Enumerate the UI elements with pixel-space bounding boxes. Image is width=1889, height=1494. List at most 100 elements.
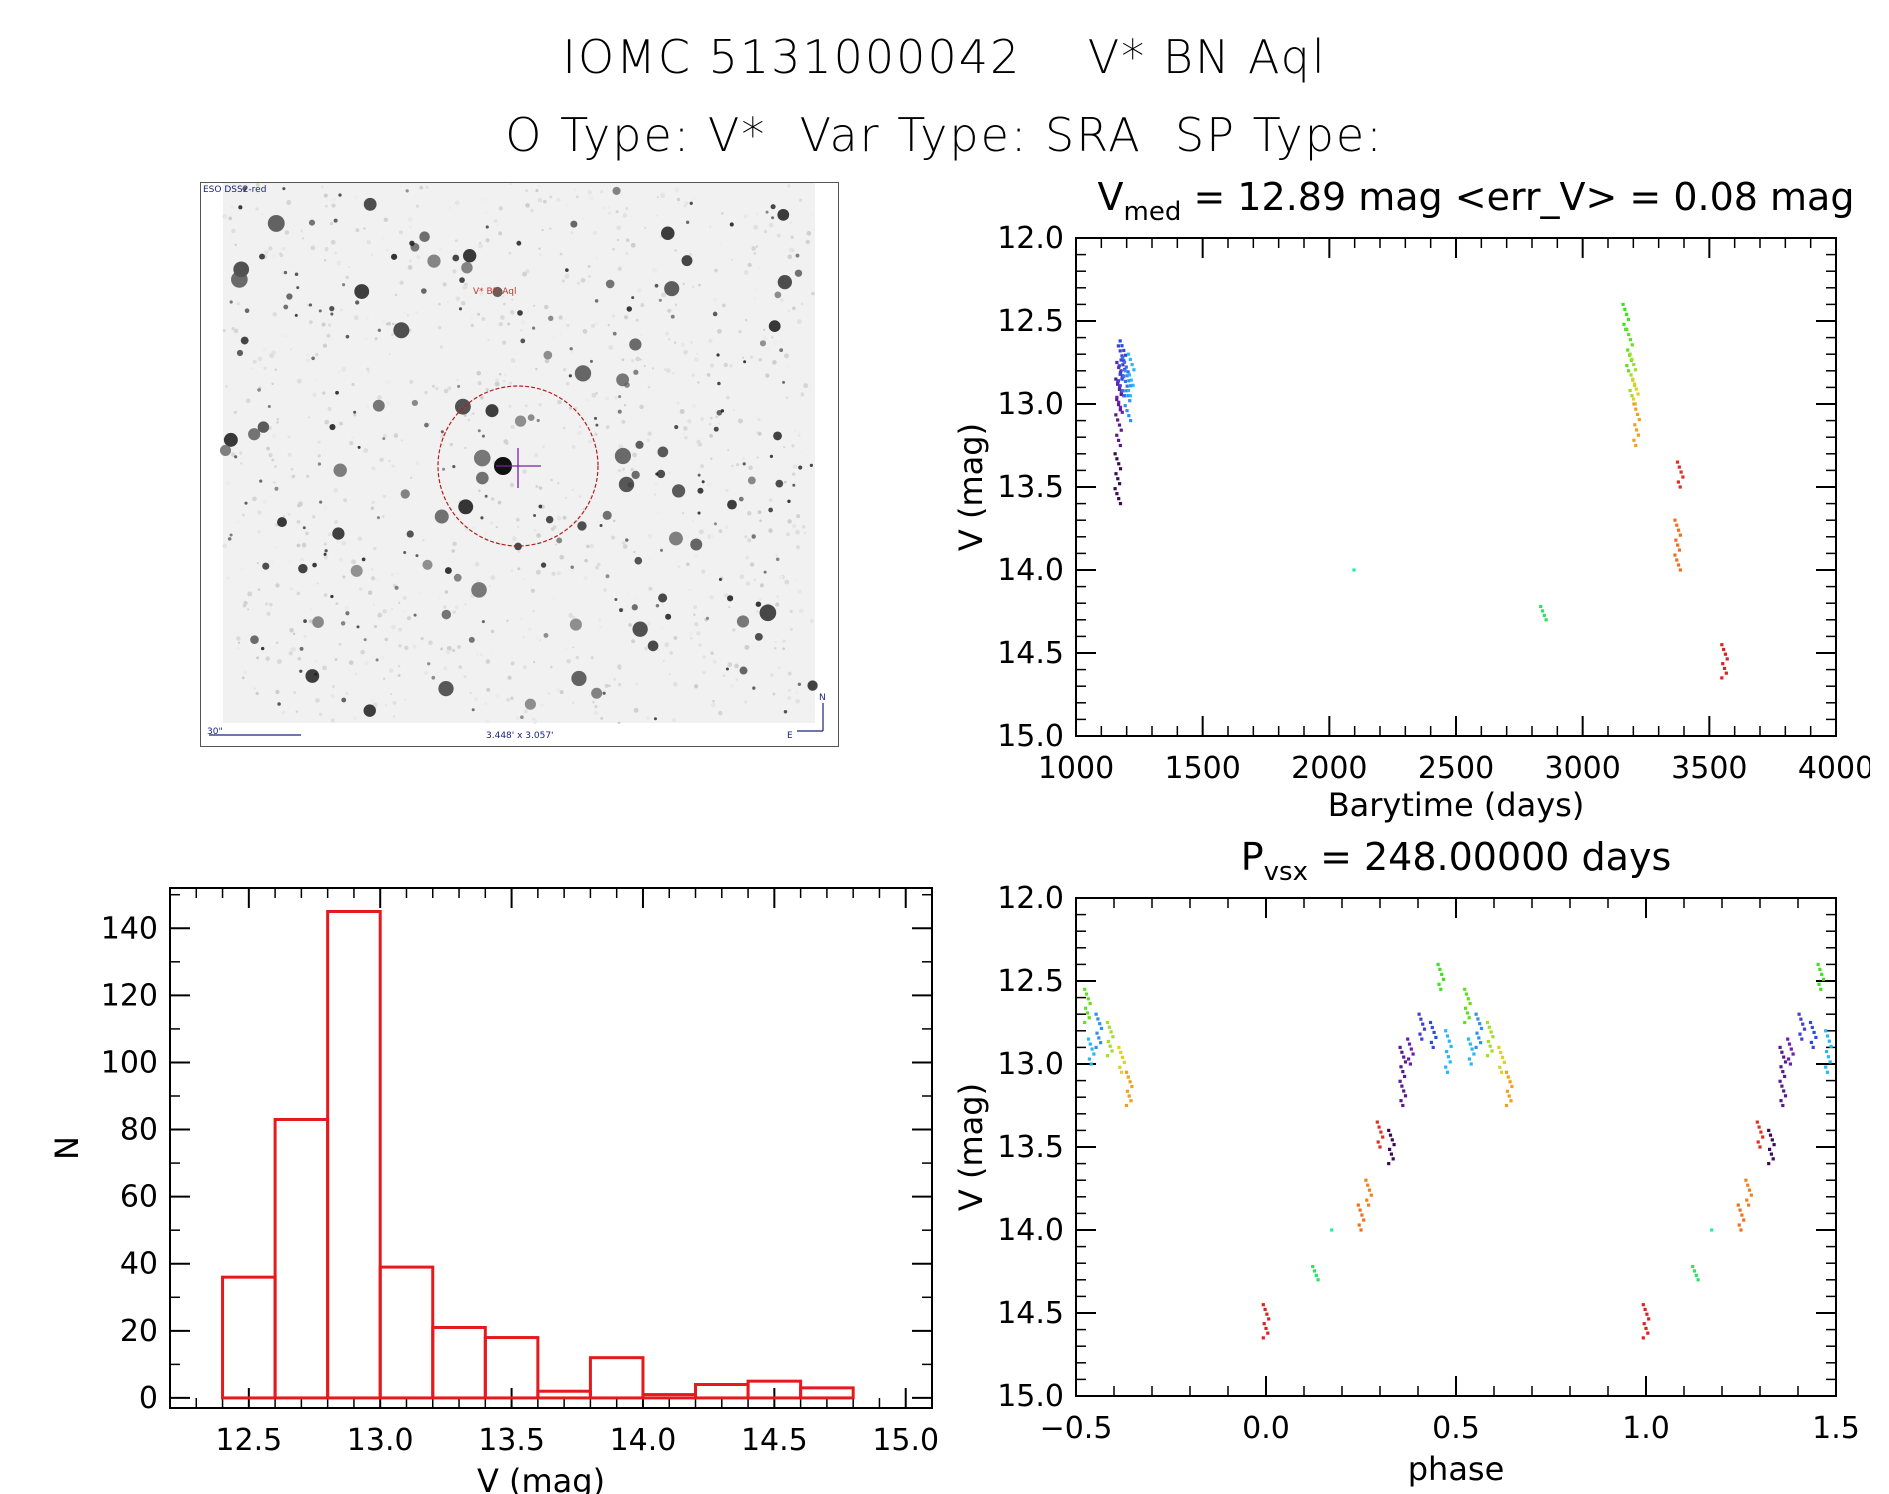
- ph-point-cluster: [1330, 1228, 1334, 1232]
- sky-noise: [643, 365, 646, 368]
- sky-noise: [425, 185, 429, 189]
- sky-noise: [292, 632, 296, 636]
- sky-noise: [671, 717, 677, 723]
- lc-point: [1675, 558, 1679, 562]
- sky-noise: [571, 701, 575, 705]
- sky-noise: [398, 644, 402, 648]
- sky-noise: [595, 257, 598, 260]
- sky-noise: [409, 225, 412, 229]
- lc-point: [1118, 408, 1122, 412]
- star: [471, 708, 475, 712]
- sky-noise: [668, 673, 671, 676]
- star: [697, 473, 701, 477]
- sky-noise: [407, 265, 413, 270]
- star: [617, 409, 622, 414]
- sky-noise: [475, 652, 480, 657]
- sky-noise: [498, 372, 502, 376]
- sky-noise: [556, 688, 561, 693]
- sky-noise: [635, 318, 639, 322]
- ph-point: [1098, 1022, 1102, 1026]
- star: [299, 646, 304, 651]
- sky-noise: [698, 283, 701, 287]
- sky-noise: [525, 189, 529, 193]
- sky-noise: [683, 204, 687, 208]
- sky-noise: [372, 546, 377, 551]
- star: [361, 557, 366, 562]
- lc-point-cluster: [1126, 352, 1136, 398]
- sky-noise: [443, 388, 449, 394]
- sky-noise: [245, 398, 251, 404]
- star: [717, 381, 721, 386]
- lc-point: [1124, 365, 1128, 369]
- lc-point: [1675, 523, 1679, 527]
- sky-noise: [464, 446, 467, 449]
- sky-noise: [787, 671, 792, 676]
- lc-point: [1626, 348, 1630, 352]
- sky-noise: [621, 419, 626, 424]
- star: [438, 680, 454, 697]
- sky-noise: [785, 532, 790, 537]
- ph-point: [1378, 1145, 1382, 1149]
- sky-noise: [617, 666, 622, 670]
- sky-noise: [538, 402, 542, 407]
- ph-point-cluster: [1356, 1203, 1366, 1232]
- sky-noise: [222, 543, 228, 549]
- sky-noise: [515, 715, 520, 721]
- sky-noise: [787, 309, 790, 312]
- sky-noise: [463, 675, 467, 679]
- sky-noise: [810, 211, 815, 216]
- star: [461, 262, 473, 274]
- sky-noise: [483, 532, 488, 536]
- sky-noise: [354, 672, 358, 676]
- ph-point: [1498, 1065, 1502, 1069]
- sky-noise: [443, 666, 448, 671]
- sky-noise: [771, 336, 774, 339]
- ph-point: [1644, 1326, 1648, 1331]
- sky-noise: [716, 329, 722, 334]
- sky-noise: [291, 647, 296, 652]
- sky-noise: [535, 569, 541, 575]
- sky-noise: [469, 413, 473, 416]
- ph-point: [1399, 1065, 1403, 1069]
- sky-noise: [559, 690, 564, 695]
- ph-point: [1434, 1035, 1438, 1040]
- sky-noise: [806, 231, 812, 236]
- sky-noise: [768, 528, 773, 533]
- ph-point: [1500, 1070, 1504, 1074]
- sky-noise: [272, 312, 277, 317]
- sky-noise: [337, 370, 341, 374]
- ph-point: [1406, 1037, 1410, 1041]
- sky-noise: [391, 624, 396, 630]
- star: [312, 562, 317, 568]
- sky-noise: [370, 698, 375, 704]
- sky-noise: [342, 575, 346, 579]
- sky-noise: [324, 419, 330, 425]
- ph-point: [1087, 1057, 1091, 1061]
- lc-point: [1126, 394, 1130, 398]
- sky-noise: [257, 190, 260, 194]
- sky-noise: [462, 284, 468, 290]
- sky-noise: [287, 452, 292, 457]
- sky-noise: [795, 545, 801, 550]
- ph-point: [1694, 1273, 1698, 1277]
- sky-noise: [621, 541, 626, 545]
- sky-noise: [228, 216, 233, 221]
- sky-noise: [508, 251, 512, 255]
- sky-noise: [234, 243, 237, 247]
- sky-noise: [758, 266, 761, 269]
- lc-point: [1676, 563, 1681, 567]
- sky-noise: [339, 308, 343, 312]
- sky-noise: [648, 557, 652, 561]
- star: [411, 399, 419, 407]
- ph-point-cluster: [1086, 1037, 1096, 1066]
- sky-noise: [259, 187, 262, 191]
- star: [659, 548, 663, 552]
- sky-noise: [379, 655, 385, 660]
- survey-label: ESO DSS2-red: [203, 185, 267, 195]
- sky-noise: [236, 646, 240, 650]
- sky-noise: [479, 653, 483, 657]
- sky-noise: [366, 240, 372, 245]
- sky-noise: [522, 469, 527, 474]
- star: [775, 479, 784, 488]
- sky-noise: [522, 636, 525, 639]
